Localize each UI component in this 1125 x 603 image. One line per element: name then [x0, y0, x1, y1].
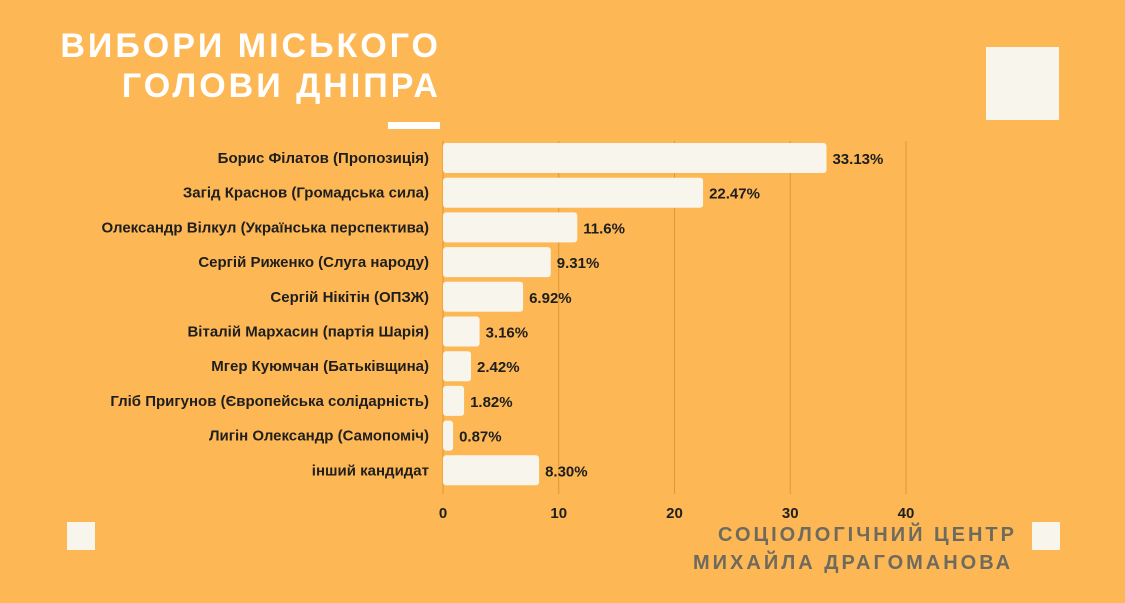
- category-label: інший кандидат: [312, 462, 429, 479]
- category-label: Олександр Вілкул (Українська перспектива…: [102, 219, 429, 236]
- category-label: Сергій Нікітін (ОПЗЖ): [270, 289, 429, 306]
- category-label: Віталій Мархасин (партія Шарія): [187, 324, 429, 341]
- chart-title-line-2: ГОЛОВИ ДНІПРА: [121, 67, 441, 105]
- bar: [443, 212, 578, 243]
- category-label: Гліб Пригунов (Європейська солідарність): [110, 393, 429, 410]
- x-tick-label: 30: [782, 505, 799, 522]
- data-label: 3.16%: [486, 325, 529, 342]
- category-label: Мгер Куюмчан (Батьківщина): [211, 358, 429, 375]
- bar: [443, 316, 480, 347]
- source-line-2: МИХАЙЛА ДРАГОМАНОВА: [693, 552, 1014, 574]
- bar: [443, 455, 540, 486]
- chart-title-line-1: ВИБОРИ МІСЬКОГО: [60, 27, 441, 65]
- x-tick-label: 10: [550, 505, 567, 522]
- bar: [443, 143, 827, 173]
- bar: [443, 385, 465, 416]
- bars: [443, 143, 827, 486]
- data-label: 6.92%: [529, 290, 572, 307]
- data-label: 0.87%: [459, 429, 502, 446]
- x-tick-label: 0: [439, 505, 447, 522]
- data-label: 8.30%: [545, 463, 588, 480]
- bar: [443, 420, 454, 451]
- data-label: 33.13%: [832, 151, 883, 168]
- data-label: 9.31%: [557, 255, 600, 272]
- bar: [443, 281, 524, 312]
- bar: [443, 247, 551, 278]
- value-labels: 33.13% 22.47% 11.6% 9.31% 6.92% 3.16% 2.42% 1.8…: [459, 151, 883, 480]
- data-label: 11.6%: [583, 220, 625, 237]
- title-underline: [388, 122, 440, 129]
- source-line-1: СОЦІОЛОГІЧНИЙ ЦЕНТР: [718, 524, 1017, 546]
- bar: [443, 177, 704, 208]
- data-label: 2.42%: [477, 359, 520, 376]
- x-axis-ticks: 0 10 20 30 40: [439, 505, 915, 522]
- data-label: 22.47%: [709, 186, 760, 203]
- decorative-square-bottom-left: [67, 522, 95, 550]
- category-label: Лигін Олександр (Самопоміч): [209, 428, 429, 445]
- x-tick-label: 20: [666, 505, 683, 522]
- category-label: Борис Філатов (Пропозиція): [218, 150, 429, 167]
- bar: [443, 351, 472, 382]
- category-labels: Борис Філатов (Пропозиція) Загід Краснов …: [102, 150, 429, 479]
- data-label: 1.82%: [470, 394, 513, 411]
- category-label: Загід Краснов (Громадська сила): [183, 185, 429, 202]
- decorative-square-bottom-right: [1032, 522, 1060, 550]
- x-tick-label: 40: [898, 505, 915, 522]
- category-label: Сергій Риженко (Слуга народу): [198, 254, 429, 271]
- decorative-square-top-right: [986, 47, 1059, 120]
